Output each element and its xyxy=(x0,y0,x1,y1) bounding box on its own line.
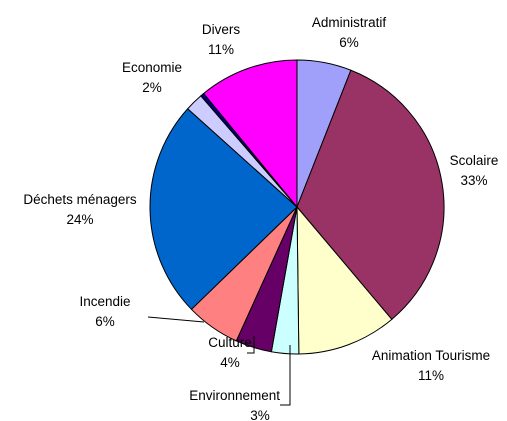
slice-label-scolaire: Scolaire xyxy=(450,153,499,168)
slice-percent-dechets-menagers: 24% xyxy=(66,212,93,227)
slice-percent-divers: 11% xyxy=(208,42,234,57)
leader-line-culture xyxy=(247,336,255,354)
slice-percent-incendie: 6% xyxy=(95,314,115,329)
slice-percent-administratif: 6% xyxy=(339,35,359,50)
leader-line-environnement xyxy=(280,345,291,406)
slice-label-divers: Divers xyxy=(202,22,241,37)
slice-percent-environnement: 3% xyxy=(250,408,270,421)
pie-slice-scolaire xyxy=(296,69,445,320)
slice-percent-culture: 4% xyxy=(220,355,240,370)
pie-slice-divers xyxy=(203,59,298,208)
slice-label-culture: Culture xyxy=(208,335,252,350)
slice-label-environnement: Environnement xyxy=(189,388,280,403)
slice-label-economie: Economie xyxy=(122,60,182,75)
slice-label-animation-tourisme: Animation Tourisme xyxy=(372,348,490,363)
slice-label-administratif: Administratif xyxy=(312,15,387,30)
slices-group xyxy=(149,59,445,355)
leader-lines-group xyxy=(147,316,291,406)
pie-slice-animation-tourisme xyxy=(296,206,393,355)
slice-label-dechets-menagers: Déchets ménagers xyxy=(23,192,137,207)
leader-line-incendie xyxy=(147,316,205,323)
slice-label-incendie: Incendie xyxy=(79,294,130,309)
slice-percent-economie: 2% xyxy=(142,80,162,95)
slice-percent-animation-tourisme: 11% xyxy=(418,368,444,383)
slice-percent-scolaire: 33% xyxy=(460,173,487,188)
pie-slice-dechets-menagers xyxy=(149,108,298,310)
labels-group: Administratif 6% Scolaire 33% Animation Tour… xyxy=(23,15,498,421)
